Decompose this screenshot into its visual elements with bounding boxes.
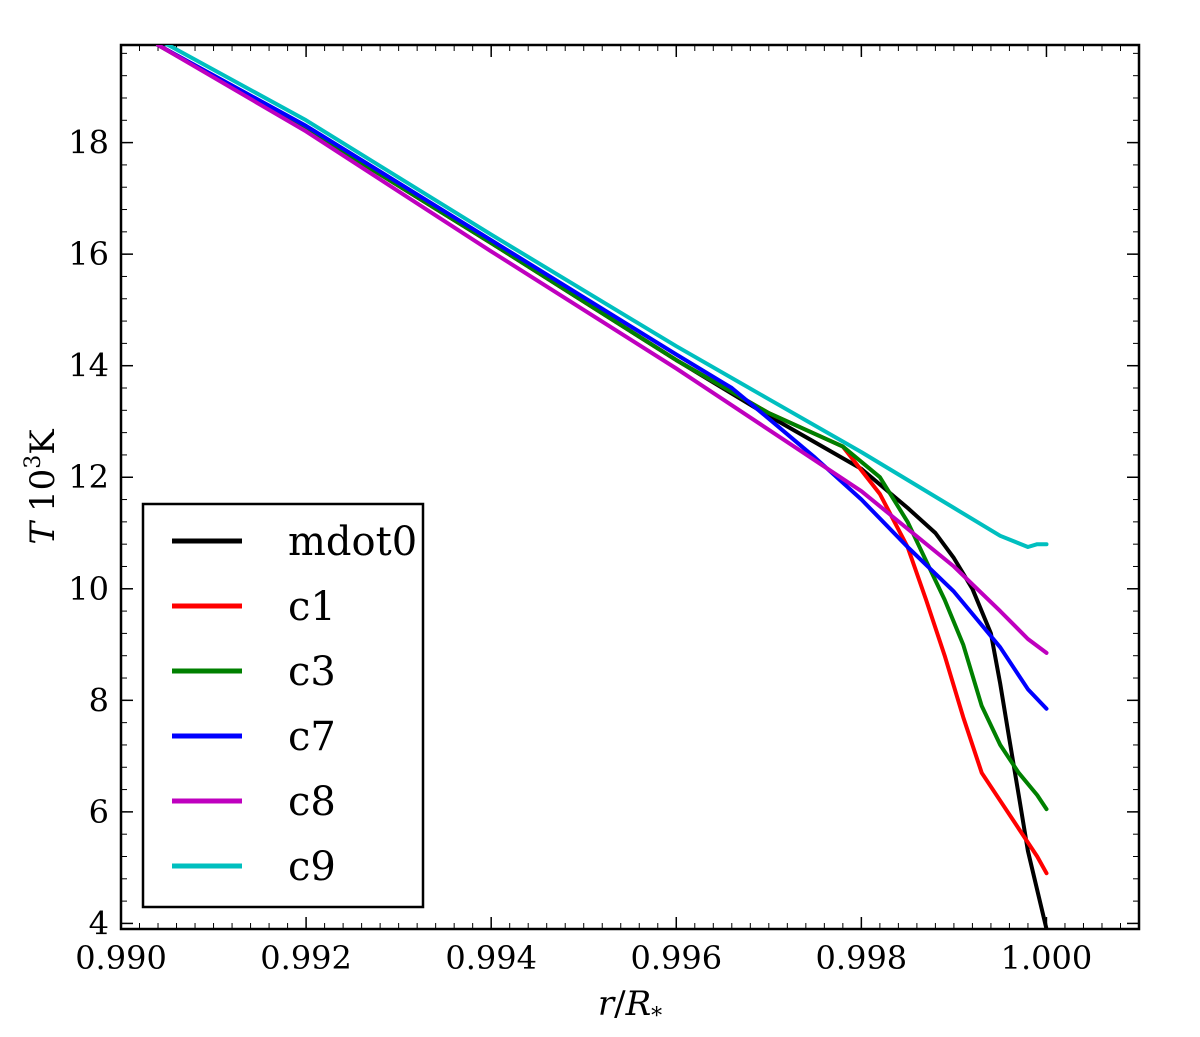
legend: mdot0 c1 c3 c7 c8 c9 [141, 502, 425, 909]
legend-box [141, 502, 425, 909]
legend-label-c9: c9 [288, 844, 336, 890]
legend-items: mdot0 c1 c3 c7 c8 c9 [172, 519, 417, 890]
y-tick-label: 10 [68, 570, 109, 608]
y-tick-label: 14 [68, 347, 109, 385]
legend-label-mdot0: mdot0 [288, 519, 417, 565]
series-lines [156, 45, 1049, 929]
y-axis-label: T103K [21, 429, 63, 545]
series-line-c3 [156, 45, 1049, 812]
y-tick-label: 4 [89, 904, 109, 942]
x-tick-label: 1.000 [1001, 939, 1093, 977]
y-tick-label: 12 [68, 458, 109, 496]
y-tick-label: 16 [68, 235, 109, 273]
y-tick-label: 18 [68, 124, 109, 162]
y-tick-label: 6 [89, 793, 109, 831]
axis-ticks: 0.990 0.992 0.994 0.996 0.998 1.000 4 6 8 10 12 14 1… [68, 45, 1140, 977]
y-tick-label: 8 [89, 681, 109, 719]
series-line-c8 [156, 45, 1049, 655]
x-tick-label: 0.990 [75, 939, 167, 977]
series-line-c7 [156, 45, 1049, 711]
series-line-c9 [164, 45, 1049, 549]
legend-label-c7: c7 [288, 714, 336, 760]
x-tick-label: 0.992 [260, 939, 352, 977]
legend-label-c1: c1 [288, 584, 336, 630]
plot-area-frame [119, 43, 1141, 931]
x-tick-label: 0.998 [816, 939, 908, 977]
x-tick-label: 0.996 [630, 939, 722, 977]
legend-label-c8: c8 [288, 779, 336, 825]
x-axis-label: r/R* [598, 984, 662, 1029]
x-tick-label: 0.994 [445, 939, 537, 977]
legend-label-c3: c3 [288, 649, 336, 695]
